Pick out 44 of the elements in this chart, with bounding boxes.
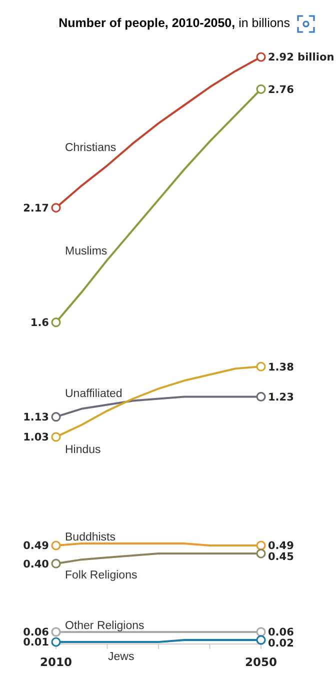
series-label: Muslims — [65, 245, 108, 258]
point — [256, 627, 266, 637]
data-label: 1.03 — [23, 432, 49, 444]
point — [51, 318, 61, 328]
point — [256, 392, 266, 402]
point — [51, 637, 61, 647]
series-label: Buddhists — [65, 532, 116, 544]
data-label: 1.6 — [30, 317, 49, 330]
data-label: 0.45 — [268, 551, 294, 564]
data-label: 2.17 — [23, 202, 49, 214]
point — [256, 52, 266, 62]
data-label: 1.38 — [268, 361, 294, 374]
data-label: 2.76 — [268, 84, 294, 96]
point — [256, 84, 266, 94]
chart-subtitle: in billions — [235, 16, 290, 30]
point — [51, 412, 61, 422]
chart-title: Number of people, 2010-2050, — [58, 16, 236, 30]
x-tick-label: 2010 — [40, 655, 72, 669]
point — [51, 432, 61, 442]
series-label: Hindus — [65, 444, 102, 456]
point — [256, 540, 266, 550]
point — [256, 362, 266, 372]
data-label: 0.40 — [23, 558, 49, 570]
series-label: Folk Religions — [65, 570, 138, 582]
point — [256, 548, 266, 558]
point — [51, 202, 61, 213]
series-label: Christians — [65, 142, 116, 154]
data-label: 0.06 — [268, 626, 294, 639]
point — [51, 558, 61, 568]
x-tick-label: 2050 — [244, 655, 278, 669]
series-label: Other Religions — [65, 620, 145, 632]
point — [51, 540, 61, 550]
data-label: 2.92 billion — [268, 52, 334, 64]
series-label: Jews — [108, 651, 134, 664]
data-label: 0.49 — [23, 540, 49, 552]
point — [51, 627, 61, 637]
data-label: 1.13 — [23, 412, 49, 424]
data-label: 0.02 — [268, 638, 294, 650]
point — [256, 635, 266, 645]
data-label: 1.23 — [268, 391, 294, 404]
series-label: Unaffiliated — [65, 388, 122, 400]
data-label: 0.01 — [23, 636, 49, 649]
data-label: 0.06 — [23, 626, 49, 639]
data-label: 0.49 — [268, 540, 294, 552]
